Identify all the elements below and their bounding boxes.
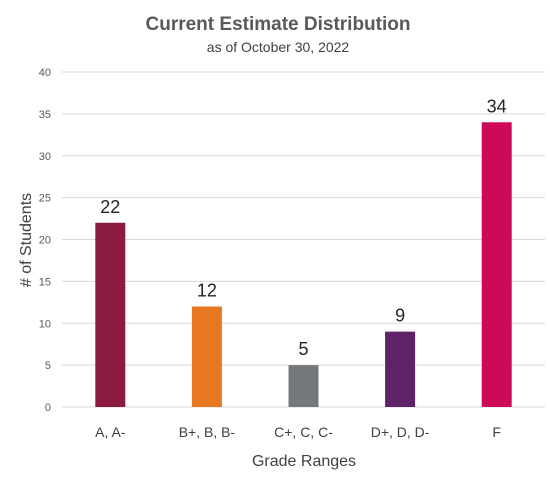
y-tick-label: 20 xyxy=(39,235,51,247)
chart-subtitle: as of October 30, 2022 xyxy=(207,39,350,55)
y-tick-label: 10 xyxy=(39,318,51,330)
x-tick-label: B+, B, B- xyxy=(179,424,236,440)
y-tick-label: 35 xyxy=(39,109,51,121)
gridlines xyxy=(62,71,545,408)
x-axis-ticks: A, A- B+, B, B- C+, C, C- D+, D, D- F xyxy=(95,424,501,440)
y-axis-ticks: 0 5 10 15 20 25 30 35 40 xyxy=(39,67,51,414)
y-tick-label: 40 xyxy=(39,67,51,79)
data-labels: 22 12 5 9 34 xyxy=(100,96,506,359)
y-axis-label: # of Students xyxy=(18,193,35,287)
chart-title: Current Estimate Distribution xyxy=(146,14,411,35)
bar xyxy=(481,122,512,407)
bar xyxy=(95,222,126,407)
y-tick-label: 0 xyxy=(45,402,51,414)
bars xyxy=(95,122,512,407)
bar xyxy=(288,365,319,407)
data-label: 9 xyxy=(395,306,405,326)
bar xyxy=(191,306,222,407)
data-label: 12 xyxy=(197,281,217,301)
x-tick-label: A, A- xyxy=(95,424,126,440)
y-tick-label: 15 xyxy=(39,276,51,288)
data-label: 22 xyxy=(100,197,120,217)
y-tick-label: 5 xyxy=(45,360,51,372)
x-tick-label: D+, D, D- xyxy=(371,424,430,440)
data-label: 5 xyxy=(298,339,308,359)
y-tick-label: 25 xyxy=(39,193,51,205)
x-tick-label: C+, C, C- xyxy=(274,424,333,440)
x-tick-label: F xyxy=(492,424,501,440)
bar xyxy=(385,331,416,407)
y-tick-label: 30 xyxy=(39,151,51,163)
data-label: 34 xyxy=(487,96,507,116)
x-axis-label: Grade Ranges xyxy=(252,453,356,470)
